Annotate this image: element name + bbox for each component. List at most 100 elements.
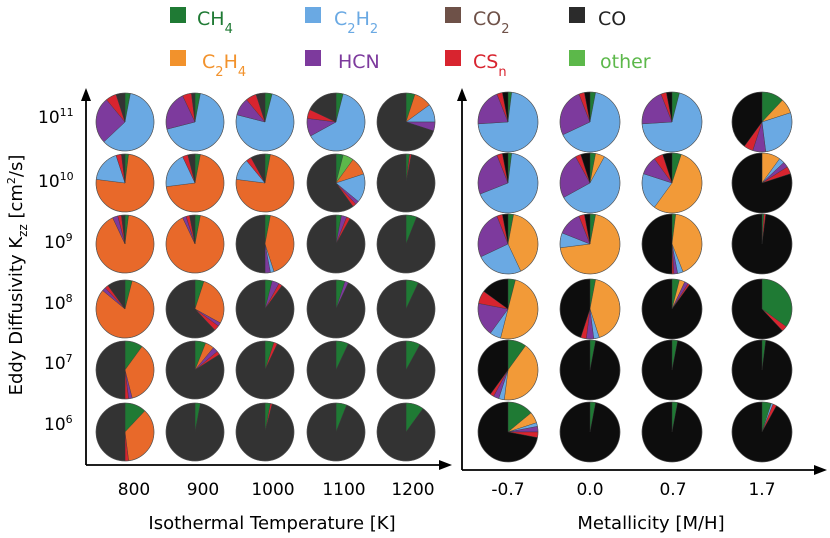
pie-outline [559, 278, 621, 340]
right-panel-y-arrow [457, 88, 467, 101]
pie-chart [376, 214, 436, 274]
pie-outline [731, 91, 793, 153]
legend-swatch-hcn [305, 50, 321, 66]
y-axis-title: Eddy Diffusivity Kzz [cm2/s] [5, 155, 30, 396]
pie-chart [641, 91, 703, 153]
legend-item-hcn: HCN [305, 50, 380, 73]
pie-outline [641, 91, 703, 153]
legend-label-co2: CO2 [473, 8, 510, 37]
y-tick-label: 107 [44, 352, 73, 374]
pie-outline [559, 339, 621, 401]
legend-item-co2: CO2 [445, 7, 510, 37]
left-panel-y-arrow [81, 88, 91, 101]
legend-item-ch4: CH4 [170, 7, 233, 37]
legend-swatch-co [569, 7, 585, 23]
pie-chart [559, 152, 621, 214]
pie-grid-metallicity [477, 91, 793, 463]
x-tick-labels-metallicity: -0.7 0.0 0.7 1.7 [491, 480, 775, 500]
pie-outline [559, 91, 621, 153]
pie-outline [477, 213, 539, 275]
y-tick-label: 1010 [38, 170, 74, 192]
y-tick-label: 108 [44, 292, 73, 314]
pie-slice-co [731, 401, 793, 463]
pie-outline [95, 214, 155, 274]
legend-swatch-other [569, 50, 585, 66]
pie-outline [477, 278, 539, 340]
pie-chart [165, 279, 225, 339]
pie-chart [306, 402, 366, 462]
pie-outline [235, 279, 295, 339]
legend-item-c2h4: C2H4 [170, 50, 246, 80]
pie-chart [477, 339, 539, 401]
pie-chart [477, 401, 539, 463]
pie-chart [477, 91, 539, 153]
x-tick-label: 0.7 [659, 480, 686, 500]
pie-chart [376, 279, 436, 339]
pie-chart [731, 152, 793, 214]
pie-outline [95, 402, 155, 462]
pie-chart [376, 402, 436, 462]
pie-chart [165, 153, 225, 213]
pie-chart [641, 152, 703, 214]
x-tick-label: 0.0 [576, 480, 603, 500]
pie-outline [95, 279, 155, 339]
pie-chart [641, 278, 703, 340]
pie-outline [95, 92, 155, 152]
legend: CH4 C2H2 CO2 CO C2H4 HCN CSn other [170, 7, 651, 80]
pie-chart [641, 339, 703, 401]
pie-chart [95, 402, 155, 462]
pie-outline [95, 153, 155, 213]
pie-chart [376, 153, 436, 213]
pie-chart [559, 213, 621, 275]
pie-outline [165, 214, 225, 274]
pie-chart [95, 279, 155, 339]
pie-outline [376, 214, 436, 274]
pie-outline [641, 278, 703, 340]
pie-outline [376, 340, 436, 400]
legend-item-csn: CSn [445, 50, 507, 80]
pie-outline [731, 152, 793, 214]
pie-chart [235, 340, 295, 400]
pie-chart [235, 153, 295, 213]
legend-label-ch4: CH4 [197, 8, 233, 37]
pie-chart [235, 402, 295, 462]
pie-outline [731, 339, 793, 401]
pie-outline [731, 213, 793, 275]
pie-chart [235, 279, 295, 339]
pie-chart [95, 340, 155, 400]
x-tick-label: -0.7 [491, 480, 524, 500]
pie-outline [376, 279, 436, 339]
pie-chart [477, 152, 539, 214]
right-panel-x-arrow [814, 465, 827, 475]
pie-slice-co [235, 214, 266, 274]
pie-outline [165, 153, 225, 213]
legend-label-other: other [600, 51, 651, 73]
pie-chart [731, 278, 793, 340]
pie-outline [165, 279, 225, 339]
pie-chart [559, 278, 621, 340]
y-tick-label: 109 [44, 231, 73, 253]
legend-label-c2h4: C2H4 [202, 51, 246, 80]
legend-swatch-co2 [445, 7, 461, 23]
x-tick-label: 1000 [251, 480, 294, 500]
pie-chart [477, 278, 539, 340]
pie-chart [731, 401, 793, 463]
pie-outline [306, 340, 366, 400]
pie-chart [731, 339, 793, 401]
pie-outline [477, 91, 539, 153]
pie-outline [641, 339, 703, 401]
pie-chart [165, 92, 225, 152]
y-tick-label: 1011 [38, 106, 74, 128]
pie-outline [235, 402, 295, 462]
x-tick-label: 900 [187, 480, 219, 500]
pie-outline [306, 279, 366, 339]
pie-outline [376, 402, 436, 462]
pie-grid-temperature [95, 92, 436, 462]
pie-chart [306, 92, 366, 152]
pie-outline [477, 339, 539, 401]
pie-chart [306, 340, 366, 400]
pie-outline [641, 213, 703, 275]
pie-chart [95, 214, 155, 274]
pie-chart [306, 279, 366, 339]
